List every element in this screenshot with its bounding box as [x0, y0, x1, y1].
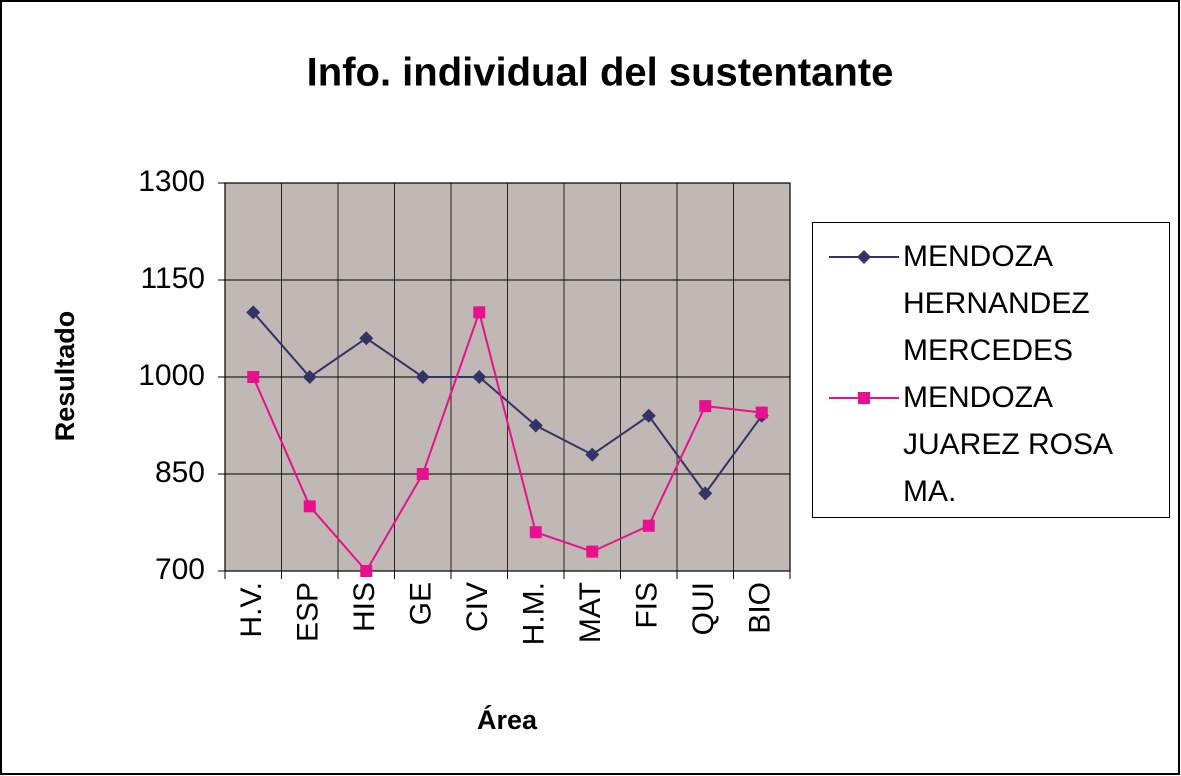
marker — [529, 526, 542, 539]
marker — [416, 468, 429, 480]
series-line — [252, 308, 762, 573]
marker — [473, 306, 486, 319]
x-tick-label: BIO — [744, 582, 777, 634]
marker — [586, 545, 599, 558]
y-tick-label: 700 — [155, 553, 205, 586]
x-tick-label: H.M. — [518, 582, 551, 645]
legend-label: MENDOZA HERNANDEZ MERCEDES — [903, 240, 1090, 367]
legend-entry: MENDOZA HERNANDEZ MERCEDES — [813, 233, 1165, 374]
y-axis-label: Resultado — [50, 311, 80, 442]
x-tick-label: H.V. — [235, 582, 268, 638]
marker — [359, 331, 374, 346]
x-tick-label: MAT — [574, 582, 607, 643]
y-tick-label: 1000 — [138, 359, 205, 392]
marker — [303, 500, 316, 513]
y-tick-label: 1150 — [140, 262, 205, 295]
marker — [698, 486, 713, 501]
marker — [755, 406, 768, 419]
marker — [585, 447, 600, 462]
marker — [857, 250, 871, 264]
series-line — [252, 311, 763, 496]
chart-title: Info. individual del sustentante — [307, 51, 894, 95]
x-tick-label: HIS — [348, 582, 381, 632]
legend-entry: MENDOZA JUAREZ ROSA MA. — [813, 374, 1165, 515]
marker — [246, 305, 261, 320]
marker — [472, 370, 487, 384]
x-tick-label: GE — [405, 582, 438, 625]
legend-swatch — [829, 392, 899, 404]
x-tick-label: QUI — [687, 582, 720, 635]
marker — [415, 370, 430, 384]
plot-border — [224, 182, 791, 572]
marker — [699, 400, 712, 413]
x-tick-label: ESP — [292, 582, 325, 642]
legend: MENDOZA HERNANDEZ MERCEDES MENDOZA JUAREZ… — [812, 222, 1170, 518]
x-tick-label: FIS — [631, 582, 664, 629]
marker — [360, 565, 373, 577]
x-axis-label: Área — [477, 704, 538, 735]
x-tick-label: CIV — [461, 582, 494, 632]
legend-swatch — [829, 250, 899, 264]
marker — [642, 519, 655, 532]
marker — [247, 371, 260, 383]
y-tick-label: 1300 — [138, 165, 205, 198]
marker — [641, 408, 656, 423]
marker — [858, 392, 870, 404]
legend-label: MENDOZA JUAREZ ROSA MA. — [903, 381, 1112, 508]
marker — [302, 370, 317, 384]
marker — [528, 418, 543, 433]
y-tick-label: 850 — [155, 456, 205, 489]
